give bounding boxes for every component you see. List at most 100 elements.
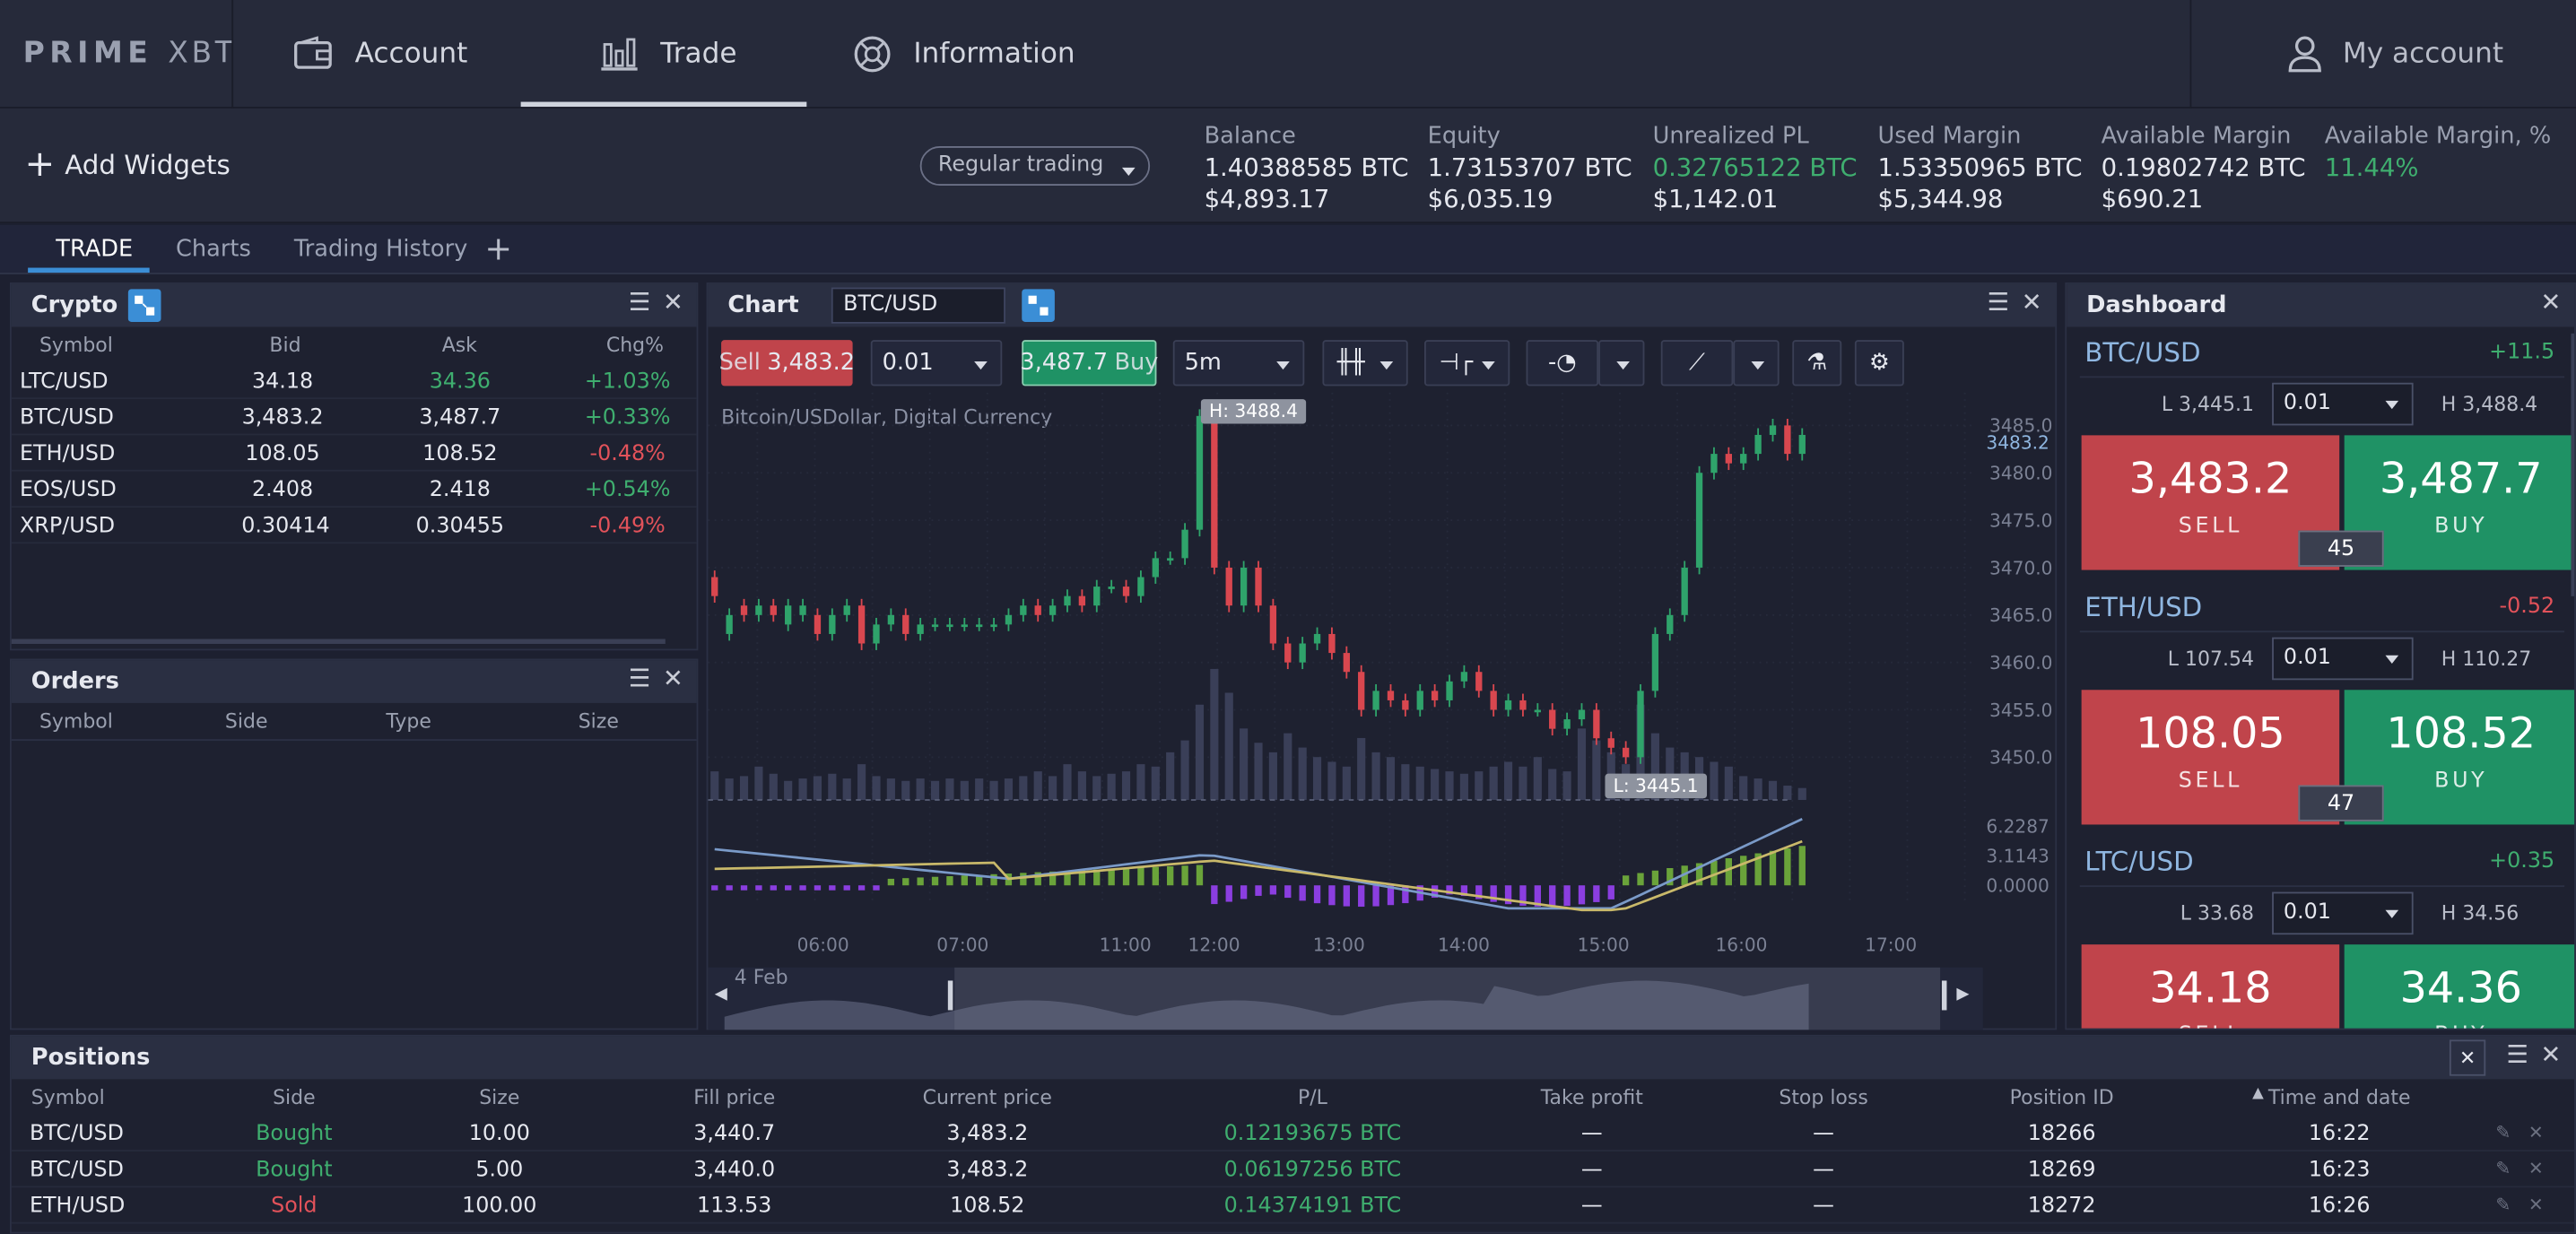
column-header[interactable]: Current price <box>922 1085 1052 1109</box>
column-header[interactable]: Position ID <box>2009 1085 2114 1109</box>
column-header[interactable]: Symbol <box>30 1085 105 1109</box>
card-buy-button[interactable]: 3,487.7 BUY <box>2344 435 2575 570</box>
close-position-icon[interactable]: ✕ <box>2528 1158 2544 1180</box>
column-header[interactable]: Size <box>578 709 619 733</box>
ask-cell[interactable]: 0.30455 <box>415 514 505 539</box>
bid-cell[interactable]: 2.408 <box>251 477 314 503</box>
close-icon[interactable]: ✕ <box>2021 287 2042 317</box>
card-quantity-select[interactable]: 0.01 <box>2272 382 2414 426</box>
table-row[interactable]: BTC/USD 3,483.2 3,487.7 +0.33% <box>11 399 697 436</box>
menu-icon[interactable]: ☰ <box>628 287 651 317</box>
column-header[interactable]: Symbol <box>39 709 113 733</box>
edit-icon[interactable]: ✎ <box>2495 1194 2511 1216</box>
column-header[interactable]: Time and date <box>2267 1085 2411 1109</box>
tab-trade[interactable]: TRADE <box>56 236 134 264</box>
table-row[interactable]: ETH/USD 108.05 108.52 -0.48% <box>11 435 697 472</box>
add-tab-icon[interactable]: + <box>484 228 513 268</box>
column-header[interactable]: Bid <box>269 333 301 357</box>
edit-icon[interactable]: ✎ <box>2495 1158 2511 1180</box>
column-header[interactable]: Chg% <box>605 333 664 357</box>
position-row[interactable]: BTC/USD Bought 5.00 3,440.0 3,483.2 0.0619725… <box>11 1151 2575 1188</box>
chart-sell-button[interactable]: Sell 3,483.2 <box>719 340 855 387</box>
menu-icon[interactable]: ☰ <box>628 663 651 693</box>
draw-line-button[interactable]: ⟋ <box>1660 340 1734 387</box>
time-dropdown[interactable] <box>1598 340 1645 387</box>
tab-trading-history[interactable]: Trading History <box>293 236 468 264</box>
menu-icon[interactable]: ☰ <box>1987 287 2010 317</box>
column-header[interactable]: Side <box>224 709 268 733</box>
bid-cell[interactable]: 108.05 <box>245 441 320 467</box>
interval-select[interactable]: 5m <box>1172 340 1305 387</box>
column-header[interactable]: Fill price <box>693 1085 776 1109</box>
nav-tab-information[interactable]: Information <box>851 0 1075 109</box>
ask-cell[interactable]: 2.418 <box>429 477 491 503</box>
time-button[interactable]: -◔ <box>1526 340 1599 387</box>
close-icon[interactable]: ✕ <box>2540 287 2562 317</box>
card-buy-button[interactable]: 34.36 BUY <box>2344 944 2575 1029</box>
symbol-input[interactable]: BTC/USD <box>831 287 1006 324</box>
edit-icon[interactable]: ✎ <box>2495 1121 2511 1143</box>
volume-bar <box>1710 761 1719 800</box>
close-icon[interactable]: ✕ <box>662 663 683 693</box>
link-icon[interactable] <box>127 289 161 322</box>
close-position-icon[interactable]: ✕ <box>2528 1121 2544 1143</box>
x-tick-label: 15:00 <box>1578 934 1630 955</box>
scroll-right-icon[interactable]: ▶ <box>1956 985 1970 1004</box>
volume-bar <box>1077 771 1086 800</box>
column-header[interactable]: Symbol <box>39 333 113 357</box>
position-row[interactable]: BTC/USD Bought 10.00 3,440.7 3,483.2 0.121936… <box>11 1116 2575 1151</box>
close-all-button[interactable]: ✕ <box>2449 1039 2486 1076</box>
card-sell-button[interactable]: 34.18 SELL <box>2081 944 2340 1029</box>
bid-cell[interactable]: 3,483.2 <box>241 405 324 430</box>
change-cell: -0.49% <box>589 514 666 539</box>
column-header[interactable]: Size <box>479 1085 520 1109</box>
macd-bar <box>814 885 822 891</box>
indicators-select[interactable]: ⊣┌ <box>1423 340 1510 387</box>
close-icon[interactable]: ✕ <box>662 287 683 317</box>
menu-icon[interactable]: ☰ <box>2506 1039 2528 1070</box>
column-header[interactable]: Side <box>273 1085 316 1109</box>
nav-tab-account[interactable]: Account <box>292 0 467 109</box>
scrollbar[interactable] <box>2571 333 2575 596</box>
column-header[interactable]: P/L <box>1297 1085 1327 1109</box>
nav-tab-trade[interactable]: Trade <box>598 0 737 109</box>
logo[interactable]: PRIME XBT <box>22 36 237 71</box>
table-row[interactable]: XRP/USD 0.30414 0.30455 -0.49% <box>11 508 697 544</box>
chart-buy-button[interactable]: 3,487.7 Buy <box>1020 340 1158 387</box>
card-quantity-select[interactable]: 0.01 <box>2272 637 2414 681</box>
price-chart[interactable]: 3485.0 3480.0 3475.0 3470.0 3465.0 3460.0 3455… <box>708 392 2055 1030</box>
table-row[interactable]: LTC/USD 34.18 34.36 +1.03% <box>11 363 697 400</box>
table-row[interactable]: EOS/USD 2.408 2.418 +0.54% <box>11 472 697 508</box>
column-header[interactable]: Take profit <box>1540 1085 1643 1109</box>
trading-mode-select[interactable]: Regular trading <box>919 146 1151 186</box>
card-sell-button[interactable]: 108.05 SELL <box>2081 690 2340 825</box>
ask-cell[interactable]: 34.36 <box>429 369 491 395</box>
add-widgets-button[interactable]: + Add Widgets <box>24 146 230 182</box>
column-header[interactable]: Type <box>386 709 431 733</box>
close-icon[interactable]: ✕ <box>2540 1039 2562 1070</box>
divider <box>2079 376 2565 378</box>
sort-asc-icon[interactable]: ▲ <box>2252 1085 2264 1103</box>
close-position-icon[interactable]: ✕ <box>2528 1194 2544 1216</box>
column-header[interactable]: Stop loss <box>1779 1085 1868 1109</box>
position-row[interactable]: ETH/USD Sold 100.00 113.53 108.52 0.14374191 … <box>11 1187 2575 1224</box>
scrollbar[interactable] <box>11 639 666 644</box>
quantity-select[interactable]: 0.01 <box>870 340 1003 387</box>
tab-charts[interactable]: Charts <box>175 236 251 264</box>
ask-cell[interactable]: 3,487.7 <box>419 405 501 430</box>
chart-type-select[interactable]: ╫╫ <box>1322 340 1408 387</box>
draw-dropdown[interactable] <box>1733 340 1780 387</box>
volume-bar <box>857 764 866 800</box>
card-quantity-select[interactable]: 0.01 <box>2272 891 2414 935</box>
bid-cell[interactable]: 34.18 <box>251 369 314 395</box>
ask-cell[interactable]: 108.52 <box>422 441 498 467</box>
bid-cell[interactable]: 0.30414 <box>241 514 330 539</box>
card-sell-button[interactable]: 3,483.2 SELL <box>2081 435 2340 570</box>
macd-bar <box>946 875 953 886</box>
scroll-left-icon[interactable]: ◀ <box>714 985 727 1004</box>
my-account-button[interactable]: My account <box>2287 0 2503 109</box>
column-header[interactable]: Ask <box>441 333 477 357</box>
flask-icon[interactable]: ⚗ <box>1792 340 1842 387</box>
settings-icon[interactable]: ⚙ <box>1854 340 1904 387</box>
link-icon[interactable] <box>1022 289 1056 322</box>
